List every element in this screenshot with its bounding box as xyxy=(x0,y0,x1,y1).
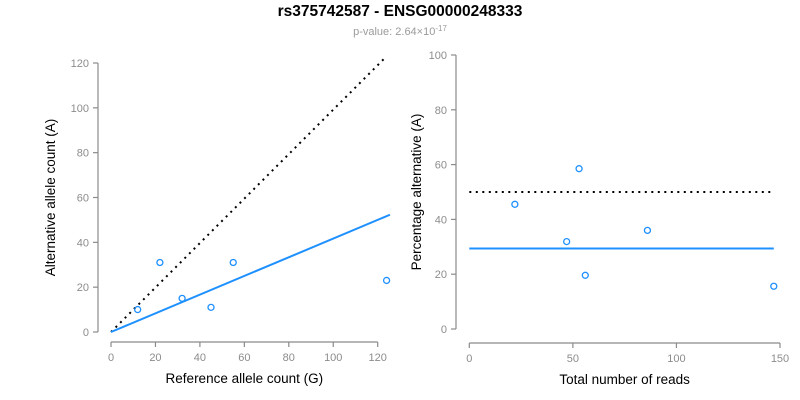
y-tick-label: 40 xyxy=(435,214,447,226)
figure-title: rs375742587 - ENSG00000248333 xyxy=(277,3,523,20)
x-tick-label: 100 xyxy=(324,352,342,364)
x-tick-label: 20 xyxy=(149,352,161,364)
data-point xyxy=(178,294,186,303)
y-tick-label: 120 xyxy=(71,58,89,70)
data-point xyxy=(156,258,164,267)
p-value-subtitle: p-value: 2.64×10-17 xyxy=(0,24,800,38)
x-tick-label: 100 xyxy=(667,353,685,365)
x-tick-label: 50 xyxy=(567,353,579,365)
x-axis-title: Reference allele count (G) xyxy=(166,371,324,386)
y-tick-label: 100 xyxy=(71,103,89,115)
x-tick-label: 0 xyxy=(108,352,114,364)
data-point xyxy=(511,200,519,208)
p-value-exponent: -17 xyxy=(435,24,447,33)
y-tick-label: 60 xyxy=(77,193,89,205)
data-point xyxy=(581,271,589,279)
y-tick-label: 20 xyxy=(435,269,447,281)
y-axis-title: Percentage alternative (A) xyxy=(409,114,424,271)
data-point xyxy=(134,305,142,314)
x-axis-title: Total number of reads xyxy=(559,372,690,387)
y-tick-label: 40 xyxy=(77,237,89,249)
x-tick-label: 80 xyxy=(283,352,295,364)
x-tick-label: 0 xyxy=(466,353,472,365)
x-tick-label: 40 xyxy=(194,352,206,364)
y-tick-label: 0 xyxy=(83,327,89,339)
data-point xyxy=(382,276,391,285)
y-tick-label: 80 xyxy=(77,148,89,160)
data-point xyxy=(770,282,778,290)
y-tick-label: 100 xyxy=(429,50,447,62)
data-point xyxy=(207,303,215,311)
x-tick-label: 60 xyxy=(238,352,250,364)
data-point xyxy=(575,165,583,173)
data-point xyxy=(643,226,652,235)
data-point xyxy=(563,237,571,246)
regression-line xyxy=(110,213,391,333)
y-tick-label: 80 xyxy=(435,105,447,117)
x-tick-label: 120 xyxy=(369,352,387,364)
data-point xyxy=(229,258,237,267)
x-tick-label: 150 xyxy=(771,353,789,365)
y-tick-label: 60 xyxy=(435,160,447,172)
y-tick-label: 20 xyxy=(77,282,89,294)
p-value-text: p-value: 2.64×10 xyxy=(353,26,436,38)
y-axis-title: Alternative allele count (A) xyxy=(43,119,58,277)
y-tick-label: 0 xyxy=(441,324,447,336)
